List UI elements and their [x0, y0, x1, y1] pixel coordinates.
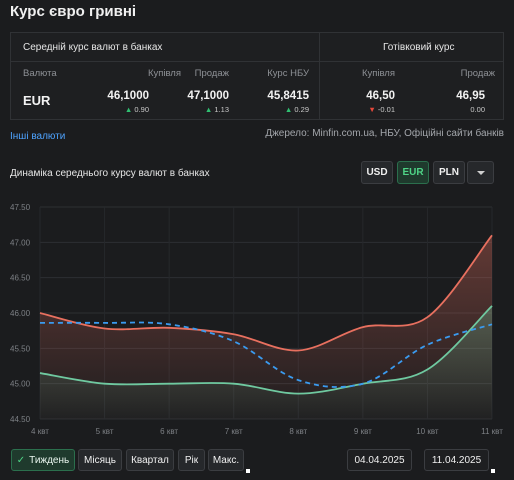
x-tick-label: 4 квт	[31, 427, 49, 436]
col-header-sell: Продаж	[194, 68, 229, 79]
y-tick-label: 45.50	[10, 344, 31, 353]
sell-change: ▲ 1.13	[204, 105, 229, 114]
col-header-currency: Валюта	[23, 68, 57, 79]
y-tick-label: 46.50	[10, 274, 31, 283]
y-tick-label: 45.00	[10, 380, 31, 389]
currency-menu-button[interactable]	[467, 161, 494, 184]
y-tick-label: 46.00	[10, 309, 31, 318]
sell-value: 47,1000	[187, 90, 229, 102]
period-quarter-button[interactable]: Квартал	[126, 449, 174, 471]
period-month-button[interactable]: Місяць	[78, 449, 122, 471]
sell-series-area	[40, 235, 492, 419]
y-tick-label: 47.50	[10, 203, 31, 212]
period-week-button[interactable]: ✓ Тиждень	[11, 449, 75, 471]
buy-series-area	[40, 305, 492, 419]
col-header-cash-buy: Купівля	[361, 68, 395, 79]
arrow-up-icon: ▲	[284, 105, 293, 114]
nbu-change: ▲ 0.29	[284, 105, 309, 114]
date-from-input[interactable]: 04.04.2025	[347, 449, 412, 471]
other-currencies-link[interactable]: Інші валюти	[10, 131, 66, 142]
period-year-button[interactable]: Рік	[178, 449, 205, 471]
y-tick-label: 47.00	[10, 238, 31, 247]
nbu-value: 45,8415	[267, 90, 309, 102]
source-note: Джерело: Minfin.com.ua, НБУ, Офіційні са…	[265, 128, 504, 139]
page-title: Курс євро гривні	[10, 3, 137, 20]
arrow-up-icon: ▲	[204, 105, 213, 114]
cash-sell-change: 0.00	[470, 105, 485, 114]
arrow-up-icon: ▲	[124, 105, 133, 114]
range-handle-icon[interactable]	[491, 469, 495, 473]
col-header-cash-sell: Продаж	[460, 68, 495, 79]
currency-eur-button[interactable]: EUR	[397, 161, 429, 184]
rate-chart: 44.50 45.00 45.50 46.00 46.50 47.00 47.50 4 кв…	[10, 203, 503, 436]
buy-series-line	[39, 305, 493, 395]
buy-value: 46,1000	[107, 90, 149, 102]
buy-change: ▲ 0.90	[124, 105, 149, 114]
nbu-series-line	[39, 321, 493, 388]
cash-buy-change: ▼ -0.01	[368, 105, 395, 114]
header-divider	[11, 61, 503, 62]
cash-sell-value: 46,95	[456, 90, 485, 102]
arrow-down-icon: ▼	[368, 105, 376, 114]
x-tick-label: 9 квт	[354, 427, 372, 436]
avg-section-title: Середній курс валют в банках	[23, 42, 163, 53]
chart-title: Динаміка середнього курсу валют в банках	[10, 168, 210, 179]
range-handle-icon[interactable]	[246, 469, 250, 473]
col-header-buy: Купівля	[147, 68, 181, 79]
date-to-input[interactable]: 11.04.2025	[424, 449, 489, 471]
check-icon: ✓	[16, 454, 26, 466]
x-tick-label: 10 квт	[416, 427, 439, 436]
x-tick-label: 8 квт	[289, 427, 307, 436]
x-tick-label: 6 квт	[160, 427, 178, 436]
sell-series-line	[39, 234, 493, 352]
chevron-down-icon	[476, 170, 485, 175]
col-header-nbu: Курс НБУ	[267, 68, 309, 79]
period-max-button[interactable]: Макс.	[208, 449, 244, 471]
x-tick-label: 5 квт	[96, 427, 114, 436]
rates-table: Середній курс валют в банках Готівковий …	[10, 32, 504, 120]
section-divider	[319, 33, 320, 119]
cash-section-title: Готівковий курс	[383, 42, 455, 53]
x-tick-label: 11 квт	[481, 427, 503, 436]
currency-pln-button[interactable]: PLN	[433, 161, 465, 184]
x-tick-label: 7 квт	[225, 427, 243, 436]
cash-buy-value: 46,50	[366, 90, 395, 102]
currency-usd-button[interactable]: USD	[361, 161, 393, 184]
y-tick-label: 44.50	[10, 415, 31, 424]
currency-code: EUR	[23, 93, 51, 108]
